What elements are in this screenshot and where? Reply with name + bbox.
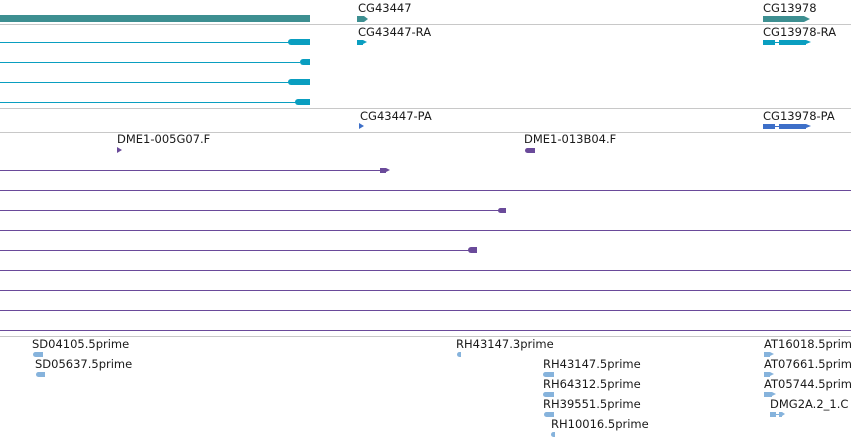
est-label[interactable]: RH10016.5prime [551,417,649,431]
clone-line-5[interactable] [0,250,470,251]
track-separator [0,132,851,133]
protein-label-left[interactable]: CG43447-PA [360,109,432,123]
est-label[interactable]: RH64312.5prime [543,377,641,391]
est-mark[interactable] [764,392,772,397]
transcript-line-4[interactable] [0,102,296,103]
clone-end-3[interactable] [498,208,506,213]
track-separator [0,24,851,25]
est-mark[interactable] [33,352,43,357]
clone-line-3[interactable] [0,210,500,211]
gene-bar-right[interactable] [763,16,804,22]
gene-mark-left-arrow [364,16,368,22]
clone-line-6[interactable] [0,270,851,271]
track-separator [0,336,851,337]
est-label[interactable]: AT05744.5prime [764,377,851,391]
transcript-bar-right-b[interactable] [779,40,806,45]
protein-bar-right-arrow [806,124,811,128]
est-mark[interactable] [770,412,776,417]
est-mark[interactable] [551,432,555,437]
transcript-exon-3[interactable] [288,79,310,85]
transcript-line-1[interactable] [0,42,290,43]
transcript-mark-left-arrow [363,40,367,44]
transcript-bar-right-a[interactable] [763,40,775,45]
clone-line-1[interactable] [0,170,382,171]
protein-mark-left[interactable] [359,123,364,129]
protein-bar-right-b[interactable] [779,124,806,129]
est-mark[interactable] [764,352,770,357]
transcript-line-3[interactable] [0,82,290,83]
est-mark[interactable] [764,372,770,377]
est-mark[interactable] [457,352,461,357]
clone-mark-left[interactable] [117,147,122,153]
gene-label-right[interactable]: CG13978 [763,1,817,15]
est-mark-arrow [770,352,774,356]
est-label[interactable]: DMG2A.2_1.C [770,397,849,411]
est-mark[interactable] [543,392,554,397]
est-label[interactable]: AT07661.5prime [764,357,851,371]
transcript-intron-right [775,42,779,43]
est-mark[interactable] [543,372,554,377]
gene-label-left[interactable]: CG43447 [358,1,412,15]
est-label[interactable]: RH43147.5prime [543,357,641,371]
gene-bar-left[interactable] [0,15,310,22]
gene-mark-left[interactable] [357,16,364,22]
transcript-exon-2[interactable] [300,59,310,65]
transcript-mark-left[interactable] [357,40,363,45]
est-mark-arrow [770,372,774,376]
clone-end-1-arrow [386,168,390,172]
est-label[interactable]: RH39551.5prime [543,397,641,411]
transcript-line-2[interactable] [0,62,300,63]
clone-line-7[interactable] [0,290,851,291]
clone-line-8[interactable] [0,310,851,311]
track-separator [0,108,851,109]
transcript-exon-4[interactable] [295,99,310,105]
transcript-label-left[interactable]: CG43447-RA [358,25,432,39]
est-mark-arrow [772,392,776,396]
est-label[interactable]: AT16018.5prime [764,337,851,351]
clone-line-9[interactable] [0,330,851,331]
clone-end-5[interactable] [468,247,477,253]
est-label[interactable]: SD04105.5prime [32,337,130,351]
est-mark[interactable] [36,372,45,377]
est-intron [776,414,779,415]
transcript-bar-right-arrow [806,40,811,44]
clone-line-2[interactable] [0,190,851,191]
est-mark[interactable] [779,412,782,417]
transcript-label-right[interactable]: CG13978-RA [763,25,837,39]
est-mark[interactable] [544,412,554,417]
protein-intron-right [775,126,779,127]
clone-line-4[interactable] [0,230,851,231]
protein-bar-right-a[interactable] [763,124,775,129]
gene-bar-right-arrow [804,16,810,22]
est-label[interactable]: SD05637.5prime [35,357,133,371]
clone-label-right[interactable]: DME1-013B04.F [524,132,617,146]
clone-label-left[interactable]: DME1-005G07.F [117,132,211,146]
est-label[interactable]: RH43147.3prime [456,337,554,351]
clone-mark-right[interactable] [525,148,535,153]
transcript-exon-1[interactable] [288,39,310,45]
protein-label-right[interactable]: CG13978-PA [763,109,835,123]
clone-end-1[interactable] [380,168,386,173]
est-mark-arrow [782,412,785,416]
